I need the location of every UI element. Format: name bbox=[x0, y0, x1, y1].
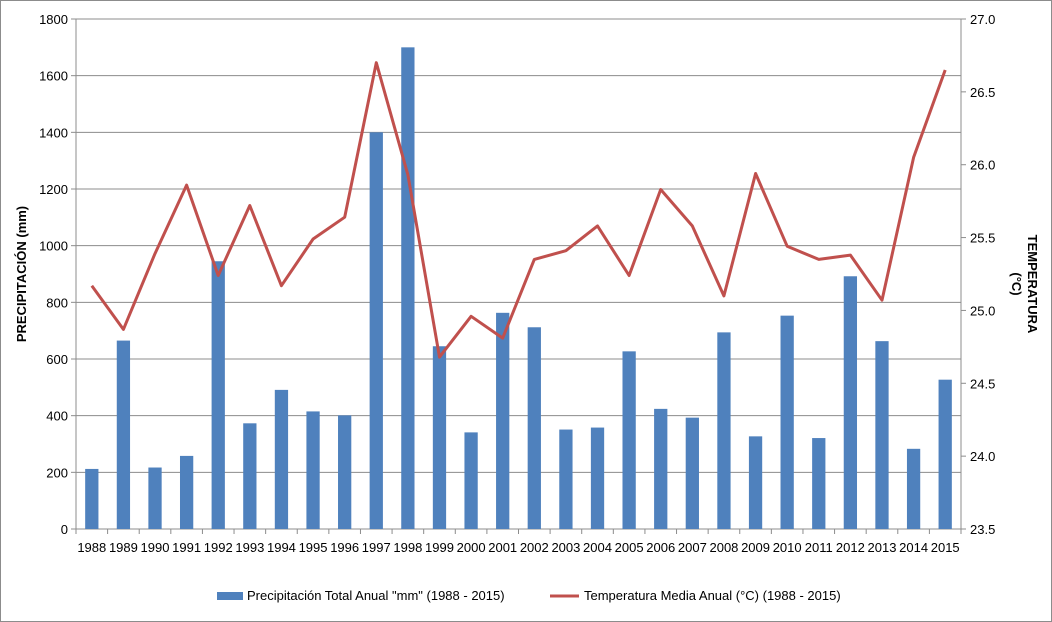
x-tick-label: 2000 bbox=[457, 540, 486, 555]
bar-1989 bbox=[116, 340, 131, 529]
y-right-axis-title-line1: TEMPERATURA bbox=[1025, 235, 1040, 334]
y-right-tick-label: 26.5 bbox=[970, 85, 995, 100]
y-right-axis-title-line2: (°C) bbox=[1009, 272, 1024, 295]
x-tick-label: 2015 bbox=[931, 540, 960, 555]
x-tick-label: 2004 bbox=[583, 540, 612, 555]
bar-1993 bbox=[243, 423, 257, 529]
y-tick-label: 1200 bbox=[39, 182, 68, 197]
x-tick-label: 1988 bbox=[77, 540, 106, 555]
bar-2009 bbox=[748, 436, 763, 529]
y-axis-title: PRECIPITACIÓN (mm) bbox=[14, 206, 29, 342]
y-tick-label: 1000 bbox=[39, 239, 68, 254]
x-tick-label: 1993 bbox=[235, 540, 264, 555]
bar-2000 bbox=[464, 432, 478, 529]
y-tick-label: 800 bbox=[46, 295, 68, 310]
y-right-tick-label: 23.5 bbox=[970, 522, 995, 537]
x-tick-label: 2008 bbox=[709, 540, 738, 555]
bar-2011 bbox=[812, 438, 826, 529]
bar-1995 bbox=[306, 411, 320, 529]
legend-bar-label: Precipitación Total Anual "mm" (1988 - 2… bbox=[247, 588, 505, 603]
x-tick-label: 2009 bbox=[741, 540, 770, 555]
y-tick-label: 1600 bbox=[39, 69, 68, 84]
bar-2004 bbox=[590, 427, 605, 529]
bar-2006 bbox=[654, 408, 668, 529]
bar-2015 bbox=[938, 379, 952, 529]
x-tick-label: 2006 bbox=[646, 540, 675, 555]
legend-bar-swatch bbox=[217, 592, 243, 600]
bar-1999 bbox=[432, 346, 447, 529]
x-tick-label: 2013 bbox=[868, 540, 897, 555]
y-tick-label: 1800 bbox=[39, 12, 68, 27]
x-tick-label: 1999 bbox=[425, 540, 454, 555]
y-right-tick-label: 25.5 bbox=[970, 231, 995, 246]
bar-2005 bbox=[622, 351, 636, 529]
bar-2013 bbox=[875, 341, 889, 529]
bar-1998 bbox=[401, 47, 415, 529]
x-tick-label: 1992 bbox=[204, 540, 233, 555]
x-tick-label: 1996 bbox=[330, 540, 359, 555]
x-tick-label: 1995 bbox=[299, 540, 328, 555]
bar-2008 bbox=[717, 332, 731, 529]
x-tick-label: 2012 bbox=[836, 540, 865, 555]
x-tick-label: 2003 bbox=[551, 540, 580, 555]
legend-line-label: Temperatura Media Anual (°C) (1988 - 201… bbox=[584, 588, 841, 603]
bar-1988 bbox=[85, 468, 99, 529]
x-tick-label: 1990 bbox=[141, 540, 170, 555]
x-tick-label: 2014 bbox=[899, 540, 928, 555]
x-tick-label: 1994 bbox=[267, 540, 296, 555]
x-tick-label: 2010 bbox=[773, 540, 802, 555]
x-tick-label: 1998 bbox=[393, 540, 422, 555]
y-tick-label: 1400 bbox=[39, 125, 68, 140]
y-right-tick-label: 25.0 bbox=[970, 303, 995, 318]
bar-1990 bbox=[148, 467, 162, 529]
y-right-tick-label: 27.0 bbox=[970, 12, 995, 27]
x-tick-label: 2001 bbox=[488, 540, 517, 555]
bar-2002 bbox=[527, 327, 541, 529]
y-right-tick-label: 26.0 bbox=[970, 158, 995, 173]
x-tick-label: 2002 bbox=[520, 540, 549, 555]
y-tick-label: 600 bbox=[46, 352, 68, 367]
bar-2012 bbox=[843, 276, 858, 529]
x-tick-label: 1991 bbox=[172, 540, 201, 555]
bar-2003 bbox=[559, 429, 573, 529]
bar-1994 bbox=[274, 389, 289, 529]
x-tick-label: 1997 bbox=[362, 540, 391, 555]
bar-2010 bbox=[780, 315, 794, 529]
bar-1997 bbox=[369, 132, 383, 530]
bar-2014 bbox=[906, 448, 921, 529]
bar-2001 bbox=[496, 312, 510, 529]
temperature-line bbox=[90, 61, 947, 359]
x-tick-label: 1989 bbox=[109, 540, 138, 555]
y-tick-label: 200 bbox=[46, 465, 68, 480]
y-right-tick-label: 24.0 bbox=[970, 449, 995, 464]
x-tick-label: 2005 bbox=[615, 540, 644, 555]
y-right-tick-label: 24.5 bbox=[970, 376, 995, 391]
y-tick-label: 400 bbox=[46, 409, 68, 424]
bar-1991 bbox=[179, 455, 194, 529]
y-tick-label: 0 bbox=[61, 522, 68, 537]
bar-1996 bbox=[338, 415, 352, 529]
bar-1992 bbox=[211, 261, 225, 529]
x-tick-label: 2011 bbox=[805, 540, 833, 555]
bar-2007 bbox=[685, 417, 699, 529]
x-tick-label: 2007 bbox=[678, 540, 707, 555]
